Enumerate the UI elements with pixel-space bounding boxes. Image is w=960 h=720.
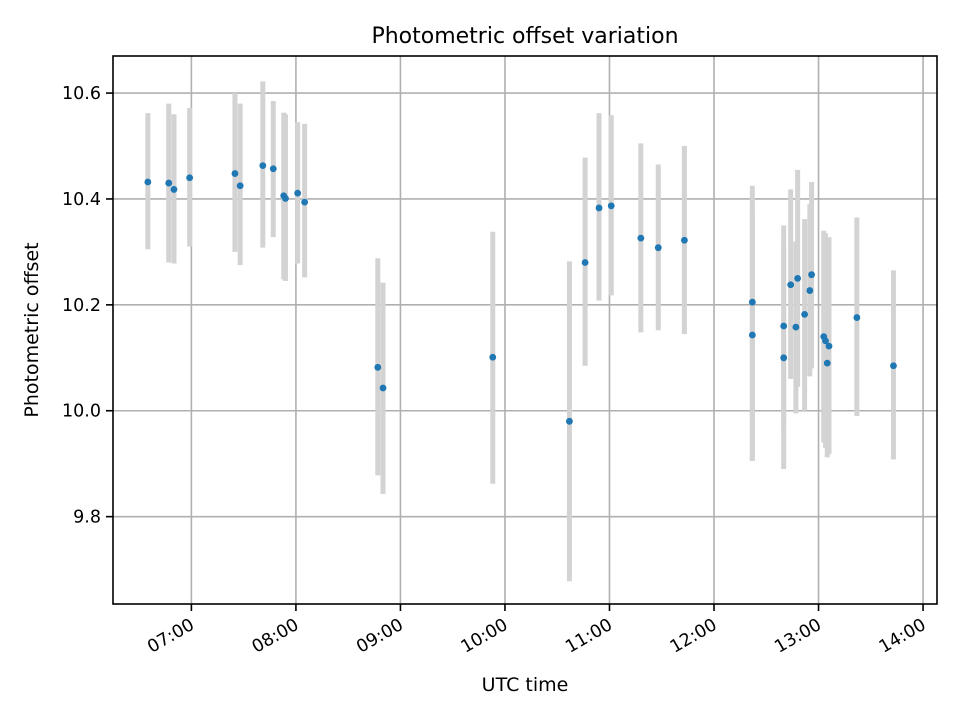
- data-point: [607, 202, 615, 210]
- data-point: [165, 179, 173, 187]
- plot-frame: [112, 55, 938, 605]
- data-point: [780, 354, 788, 362]
- data-point: [595, 204, 603, 212]
- data-point: [654, 244, 662, 252]
- data-point: [566, 417, 573, 425]
- data-points: [144, 162, 897, 425]
- y-axis: 9.8 10.0 10.2 10.4 10.6: [62, 84, 113, 528]
- x-axis-label: UTC time: [482, 674, 569, 696]
- data-point: [259, 162, 267, 170]
- data-point: [637, 234, 645, 242]
- data-point: [801, 310, 809, 318]
- data-point: [748, 331, 756, 339]
- y-tick-label: 10.2: [62, 296, 101, 316]
- data-point: [186, 174, 194, 182]
- data-point: [792, 323, 800, 331]
- data-point: [294, 189, 302, 197]
- data-point: [890, 362, 897, 370]
- data-point: [144, 178, 152, 186]
- y-tick-label: 10.6: [62, 84, 101, 104]
- data-point: [748, 298, 756, 306]
- data-point: [822, 337, 829, 345]
- data-point: [301, 198, 309, 206]
- data-point: [808, 271, 815, 279]
- chart-title: Photometric offset variation: [371, 24, 678, 49]
- data-point: [806, 287, 814, 294]
- y-tick-label: 10.4: [62, 190, 101, 210]
- data-point: [374, 363, 382, 371]
- data-point: [489, 353, 497, 361]
- y-tick-label: 10.0: [62, 402, 101, 422]
- data-point: [282, 195, 289, 202]
- y-tick-label: 9.8: [73, 508, 101, 528]
- data-point: [825, 342, 833, 350]
- data-point: [853, 314, 861, 321]
- y-axis-label: Photometric offset: [21, 242, 43, 417]
- data-point: [170, 186, 178, 193]
- data-point: [581, 259, 589, 266]
- data-point: [794, 274, 802, 282]
- data-point: [680, 236, 688, 244]
- data-point: [231, 170, 239, 177]
- data-point: [823, 359, 831, 367]
- data-point: [269, 165, 277, 173]
- data-point: [780, 322, 788, 330]
- data-point: [236, 182, 244, 190]
- data-point: [787, 281, 795, 289]
- data-point: [379, 384, 387, 392]
